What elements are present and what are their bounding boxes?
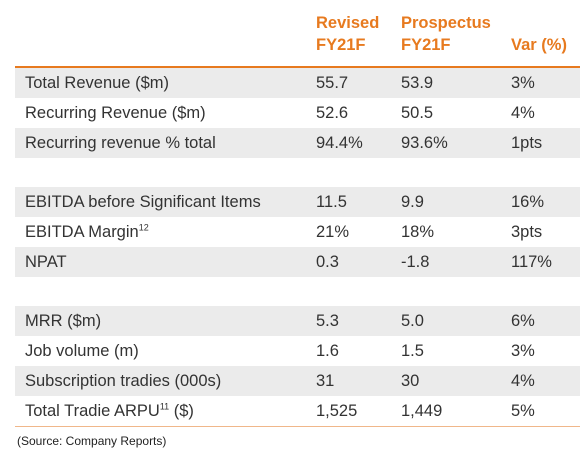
table-row: Subscription tradies (000s) 31 30 4% — [15, 366, 580, 396]
row-label: EBITDA Margin12 — [25, 217, 149, 247]
row-prospectus: 9.9 — [401, 193, 424, 211]
row-label-text: EBITDA Margin — [25, 223, 139, 241]
row-label: Total Tradie ARPU11 ($) — [25, 396, 194, 426]
header-var-label: Var (%) — [511, 36, 567, 54]
source-note: (Source: Company Reports) — [17, 434, 167, 448]
row-revised: 5.3 — [316, 312, 339, 330]
row-revised: 55.7 — [316, 74, 349, 92]
footnote-marker: 12 — [138, 222, 149, 233]
row-label: Job volume (m) — [25, 342, 139, 360]
row-revised: 1,525 — [316, 402, 358, 420]
row-label: Recurring revenue % total — [25, 134, 216, 152]
row-prospectus: 1.5 — [401, 342, 424, 360]
header-revised: Revised FY21F — [316, 12, 379, 56]
row-var: 4% — [511, 104, 535, 122]
row-prospectus: 93.6% — [401, 134, 448, 152]
table-row: Total Revenue ($m) 55.7 53.9 3% — [15, 66, 580, 98]
row-label: Recurring Revenue ($m) — [25, 104, 206, 122]
row-var: 3pts — [511, 223, 543, 241]
row-prospectus: 50.5 — [401, 104, 434, 122]
row-prospectus: 53.9 — [401, 74, 434, 92]
header-prospectus-line2: FY21F — [401, 36, 451, 54]
row-label-unit: ($) — [169, 402, 194, 420]
row-prospectus: 5.0 — [401, 312, 424, 330]
table-row: Total Tradie ARPU11 ($) 1,525 1,449 5% — [15, 396, 580, 427]
table-header: Revised FY21F Prospectus FY21F Var (%) — [15, 10, 580, 66]
row-revised: 1.6 — [316, 342, 339, 360]
row-var: 3% — [511, 74, 535, 92]
table-row: Job volume (m) 1.6 1.5 3% — [15, 336, 580, 366]
row-revised: 94.4% — [316, 134, 363, 152]
row-var: 117% — [511, 253, 552, 271]
row-label: NPAT — [25, 253, 67, 271]
row-var: 1pts — [511, 134, 543, 152]
row-var: 6% — [511, 312, 535, 330]
row-revised: 0.3 — [316, 253, 339, 271]
row-prospectus: -1.8 — [401, 253, 430, 271]
row-prospectus: 30 — [401, 372, 420, 390]
header-revised-line1: Revised — [316, 14, 380, 32]
header-var: Var (%) — [511, 34, 567, 56]
row-var: 5% — [511, 402, 535, 420]
header-prospectus: Prospectus FY21F — [401, 12, 491, 56]
header-prospectus-line1: Prospectus — [401, 14, 491, 32]
row-revised: 11.5 — [316, 193, 347, 211]
row-prospectus: 18% — [401, 223, 435, 241]
row-spacer — [15, 277, 580, 306]
row-revised: 21% — [316, 223, 350, 241]
financial-table: Revised FY21F Prospectus FY21F Var (%) T… — [15, 10, 580, 427]
table-row: EBITDA before Significant Items 11.5 9.9… — [15, 187, 580, 217]
table-row: Recurring revenue % total 94.4% 93.6% 1p… — [15, 128, 580, 158]
row-prospectus: 1,449 — [401, 402, 443, 420]
row-var: 3% — [511, 342, 535, 360]
table-row: MRR ($m) 5.3 5.0 6% — [15, 306, 580, 336]
row-revised: 52.6 — [316, 104, 349, 122]
row-spacer — [15, 158, 580, 187]
footnote-marker: 11 — [159, 401, 170, 412]
row-label: EBITDA before Significant Items — [25, 193, 261, 211]
row-label: MRR ($m) — [25, 312, 102, 330]
row-var: 16% — [511, 193, 545, 211]
row-var: 4% — [511, 372, 535, 390]
row-label: Total Revenue ($m) — [25, 74, 169, 92]
row-revised: 31 — [316, 372, 335, 390]
header-revised-line2: FY21F — [316, 36, 366, 54]
row-label-text: Total Tradie ARPU — [25, 402, 160, 420]
row-label: Subscription tradies (000s) — [25, 372, 222, 390]
table-row: NPAT 0.3 -1.8 117% — [15, 247, 580, 277]
table-row: EBITDA Margin12 21% 18% 3pts — [15, 217, 580, 247]
table-row: Recurring Revenue ($m) 52.6 50.5 4% — [15, 98, 580, 128]
